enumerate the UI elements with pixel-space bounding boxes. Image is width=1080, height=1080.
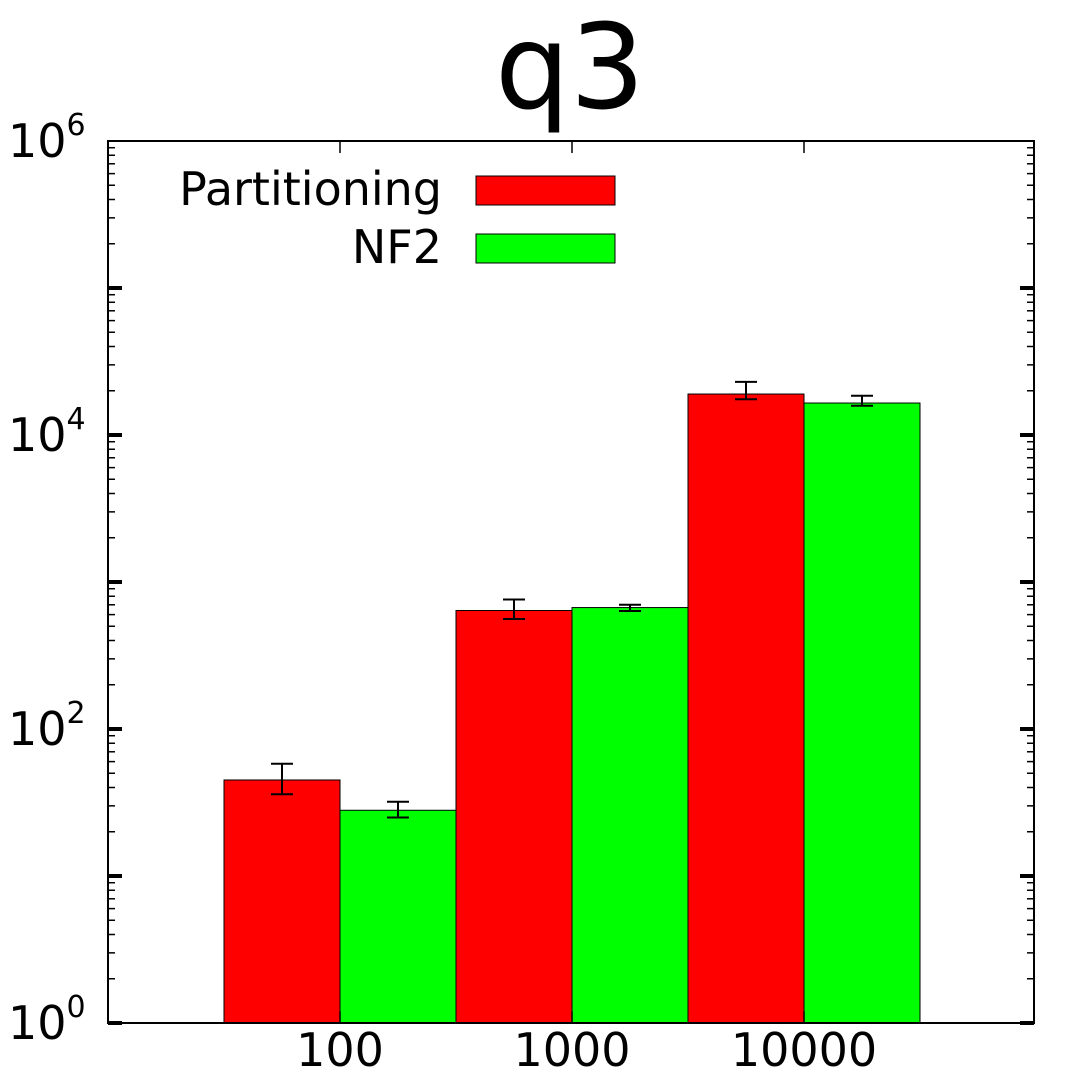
legend: Partitioning NF2 [179,162,616,274]
bar-nf2-1000 [571,607,689,1024]
x-axis-labels: 100 1000 10000 [296,141,877,1077]
y-tick-base: 10 [8,114,67,168]
bar-nf2-100 [339,809,457,1024]
legend-label-nf2: NF2 [352,220,442,274]
bar-partitioning-1000 [455,609,573,1024]
y-tick-exponent: 4 [67,402,86,437]
x-tick-label: 10000 [731,1023,877,1077]
y-tick-base: 10 [8,996,67,1050]
legend-swatch-nf2 [475,233,616,264]
legend-swatch-partitioning [475,175,616,206]
bars [223,393,921,1024]
y-minor-ticks [108,146,1034,1025]
legend-label-partitioning: Partitioning [179,162,442,216]
x-tick-label: 100 [296,1023,384,1077]
plot-frame [107,140,1035,1024]
bar-nf2-10000 [803,402,921,1024]
x-tick-label: 1000 [513,1023,630,1077]
chart-title: q3 [495,0,645,136]
y-tick-base: 10 [8,408,67,462]
y-tick-label: 106 [8,108,86,168]
y-tick-label: 104 [8,402,86,462]
bar-partitioning-100 [223,779,341,1024]
y-tick-label: 102 [8,696,86,756]
y-tick-exponent: 0 [67,990,86,1025]
y-tick-base: 10 [8,702,67,756]
error-bars [271,380,873,819]
y-tick-exponent: 6 [67,108,86,143]
y-tick-exponent: 2 [67,696,86,731]
y-tick-label: 100 [8,990,86,1050]
bar-partitioning-10000 [687,393,805,1024]
